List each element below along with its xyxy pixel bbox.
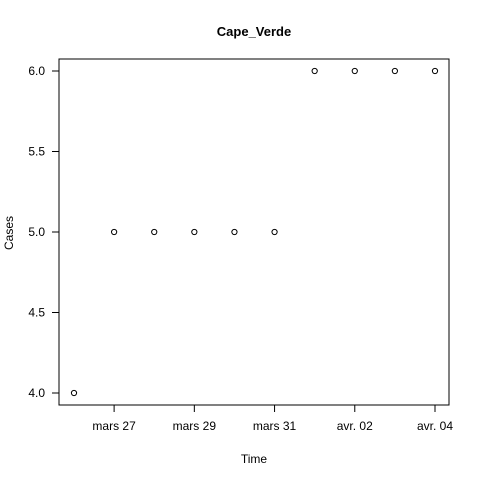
y-axis: 4.0 4.5 5.0 5.5 6.0: [28, 64, 59, 400]
data-point: [70, 389, 78, 397]
y-tick-label: 6.0: [28, 64, 45, 78]
x-axis: mars 27 mars 29 mars 31 avr. 02 avr. 04: [92, 405, 453, 433]
data-point: [191, 228, 198, 236]
x-axis-label: Time: [241, 452, 268, 466]
data-point: [311, 67, 318, 75]
data-point: [271, 228, 278, 236]
data-point: [431, 67, 439, 75]
x-tick-label: avr. 04: [417, 419, 453, 433]
plot-frame: [58, 58, 450, 406]
x-tick-label: mars 29: [173, 419, 217, 433]
y-tick-label: 4.5: [28, 306, 45, 320]
y-tick-label: 5.0: [28, 225, 45, 239]
data-point: [231, 228, 238, 236]
x-tick-label: mars 31: [253, 419, 297, 433]
data-points: [70, 67, 439, 397]
chart-title: Cape_Verde: [217, 24, 291, 39]
data-point: [391, 67, 398, 75]
x-tick-label: mars 27: [92, 419, 136, 433]
data-point: [111, 228, 118, 236]
data-point: [351, 67, 358, 75]
data-point: [151, 228, 158, 236]
x-tick-label: avr. 02: [337, 419, 373, 433]
y-tick-label: 4.0: [28, 386, 45, 400]
y-axis-label: Cases: [2, 216, 16, 250]
y-tick-label: 5.5: [28, 145, 45, 159]
